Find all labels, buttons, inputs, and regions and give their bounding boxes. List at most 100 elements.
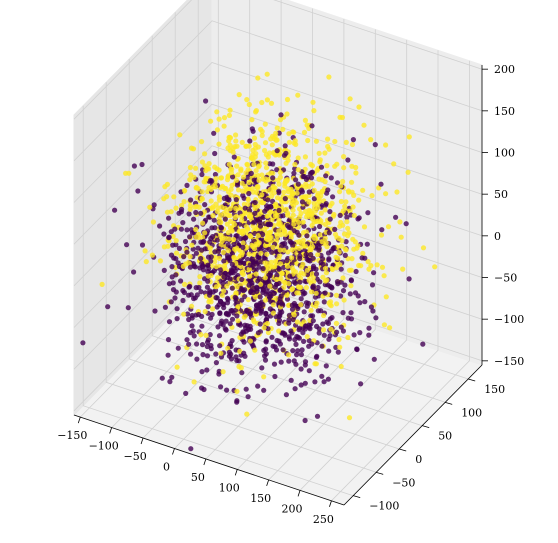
point-class-1 [351, 212, 357, 219]
point-class-1 [288, 232, 294, 238]
point-class-0 [299, 347, 305, 353]
point-class-1 [394, 189, 400, 195]
point-class-0 [207, 332, 213, 338]
point-class-0 [301, 309, 307, 315]
point-class-1 [351, 246, 357, 252]
x-tick-mark [109, 427, 113, 434]
x-tick-mark [297, 490, 301, 497]
point-class-0 [302, 278, 308, 284]
point-class-1 [329, 200, 335, 206]
point-class-1 [161, 244, 167, 250]
point-class-1 [239, 269, 245, 275]
point-class-1 [317, 159, 323, 165]
point-class-0 [239, 297, 245, 303]
point-class-1 [219, 292, 225, 298]
point-class-1 [262, 297, 268, 303]
point-class-0 [288, 377, 294, 383]
point-class-1 [268, 238, 274, 244]
point-class-0 [229, 261, 235, 268]
point-class-0 [337, 212, 343, 218]
point-class-0 [167, 379, 173, 385]
point-class-1 [286, 139, 292, 145]
point-class-0 [368, 304, 374, 310]
point-class-0 [194, 341, 200, 347]
point-class-1 [365, 259, 371, 265]
point-class-1 [210, 306, 216, 312]
point-class-1 [179, 202, 185, 209]
point-class-0 [321, 379, 327, 385]
point-class-1 [193, 203, 200, 209]
point-class-1 [361, 224, 368, 230]
z-gridline [73, 145, 483, 287]
point-class-0 [308, 170, 315, 176]
point-class-0 [221, 274, 227, 280]
point-class-0 [356, 215, 362, 221]
point-class-0 [262, 357, 269, 363]
point-class-0 [403, 221, 409, 227]
point-class-0 [295, 348, 301, 354]
point-class-1 [324, 244, 330, 250]
point-class-0 [303, 251, 309, 257]
point-class-0 [295, 181, 301, 187]
point-class-1 [173, 250, 180, 256]
point-class-1 [338, 183, 344, 189]
point-class-1 [182, 188, 188, 194]
z-tick-label: −100 [494, 313, 524, 326]
point-class-0 [193, 250, 199, 256]
point-class-0 [253, 267, 259, 273]
point-class-1 [317, 232, 324, 238]
point-class-1 [264, 97, 270, 103]
point-class-0 [302, 417, 308, 424]
point-class-1 [246, 251, 252, 257]
point-class-0 [345, 157, 351, 163]
point-class-1 [300, 219, 306, 225]
point-class-1 [210, 213, 216, 219]
point-class-1 [220, 249, 226, 255]
point-class-1 [242, 313, 248, 319]
point-class-1 [340, 208, 346, 214]
point-class-1 [206, 166, 212, 172]
point-class-0 [259, 365, 265, 371]
point-class-0 [263, 339, 269, 345]
point-class-1 [173, 238, 179, 244]
point-class-0 [293, 341, 299, 347]
point-class-1 [294, 185, 300, 191]
point-class-0 [302, 380, 308, 386]
point-class-1 [250, 223, 256, 229]
point-class-0 [216, 333, 223, 339]
point-class-1 [398, 234, 404, 240]
point-class-1 [298, 302, 304, 308]
point-class-0 [229, 285, 235, 291]
point-class-0 [278, 293, 284, 299]
x-tick-mark [234, 469, 238, 476]
point-class-1 [327, 302, 333, 308]
point-class-0 [293, 177, 299, 183]
point-class-1 [308, 307, 314, 313]
point-class-0 [251, 219, 257, 225]
point-class-0 [297, 325, 303, 331]
point-class-0 [224, 194, 230, 200]
point-class-0 [237, 260, 243, 266]
point-class-1 [221, 115, 228, 121]
point-class-1 [265, 261, 271, 267]
point-class-1 [346, 267, 353, 273]
point-class-0 [257, 294, 263, 300]
point-class-1 [261, 325, 267, 331]
point-class-1 [227, 142, 233, 148]
point-class-1 [242, 280, 248, 286]
point-class-0 [250, 128, 256, 134]
point-class-0 [242, 205, 248, 211]
point-class-0 [217, 343, 223, 349]
point-class-1 [289, 286, 296, 292]
point-class-0 [80, 340, 86, 346]
point-class-1 [200, 220, 206, 226]
point-class-1 [271, 190, 277, 196]
point-class-1 [313, 290, 319, 296]
point-class-0 [307, 326, 313, 332]
point-class-0 [161, 267, 167, 273]
point-class-1 [244, 97, 250, 103]
point-class-1 [300, 261, 306, 267]
point-class-1 [233, 132, 239, 138]
z-tick-label: 200 [494, 63, 515, 76]
point-class-0 [277, 287, 283, 293]
